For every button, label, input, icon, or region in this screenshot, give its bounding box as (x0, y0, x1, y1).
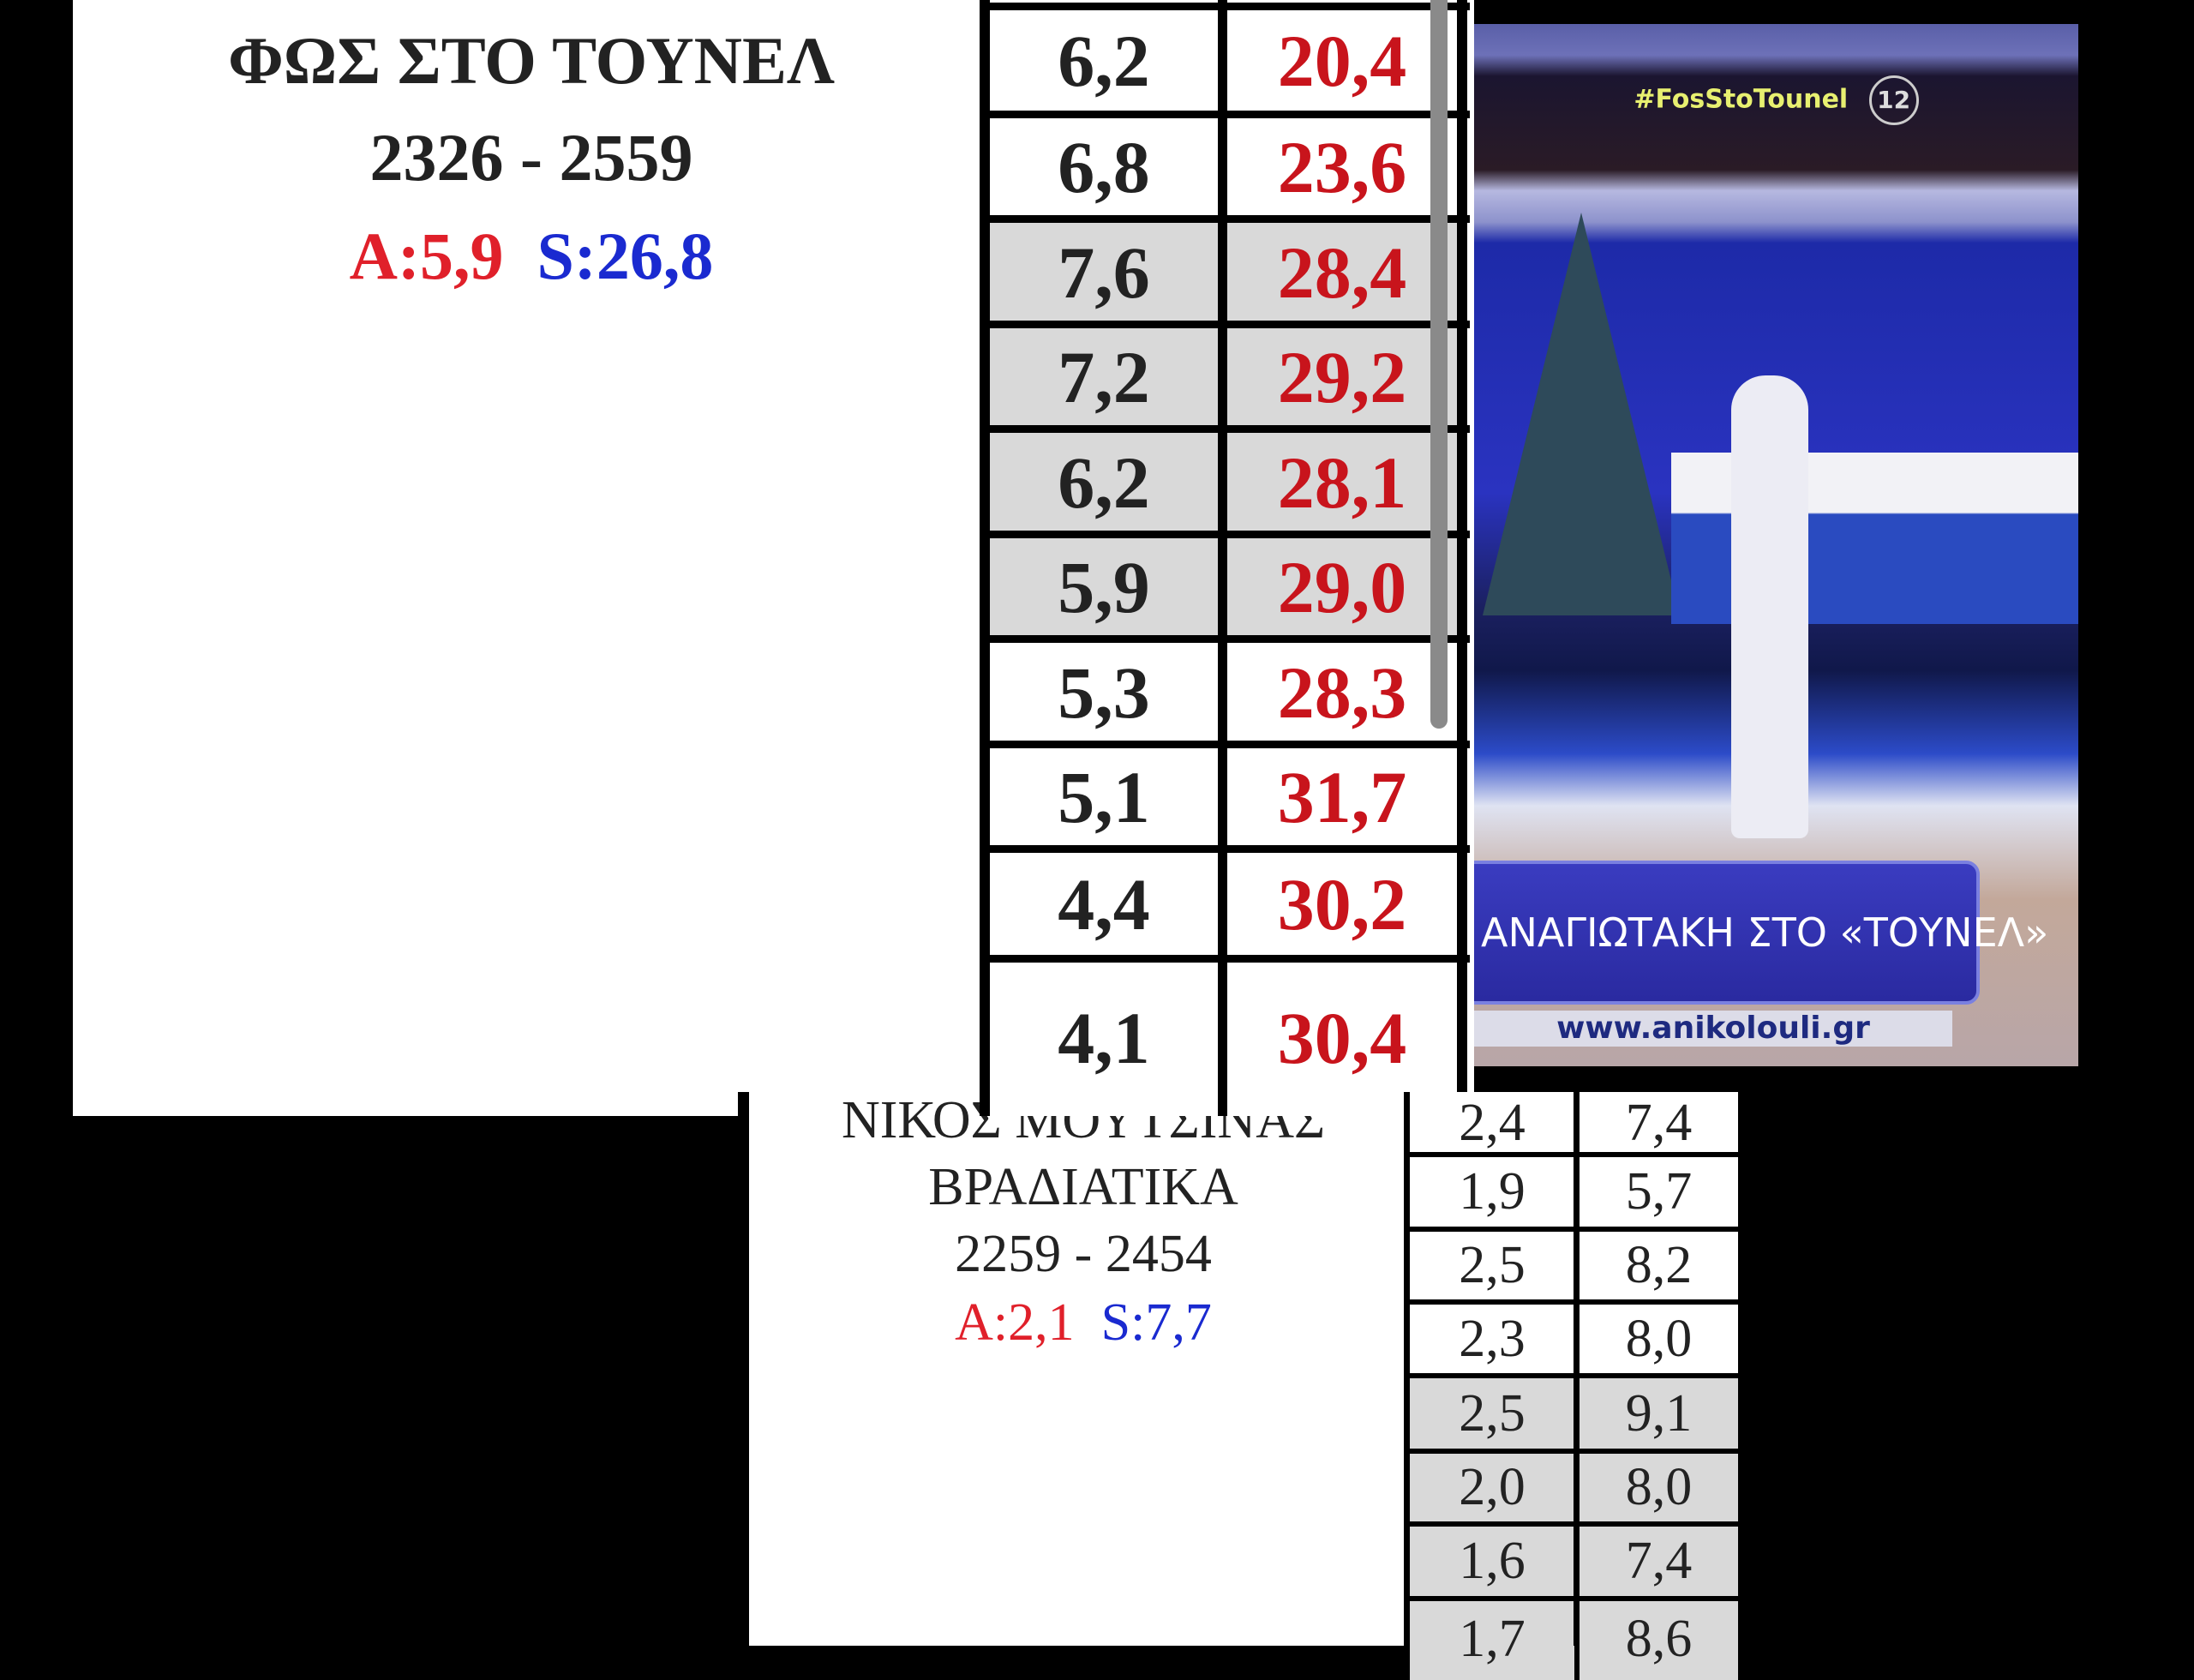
s-average: S:7,7 (1100, 1293, 1212, 1352)
bottom-row-s-cell: 7,4 (1580, 1524, 1738, 1599)
left-border-line (738, 1092, 749, 1646)
top-row-a-cell: 5,9 (990, 535, 1218, 639)
averages: A:5,9 S:26,8 (73, 223, 990, 290)
top-row-s-cell: 29,0 (1227, 535, 1457, 639)
a-average: A:5,9 (349, 219, 504, 293)
column-divider (1574, 1092, 1580, 1646)
row-divider (1404, 1373, 1738, 1378)
show-title-line2: ΒΡΑΔΙΑΤΙΚΑ (928, 1158, 1238, 1216)
row-divider (1404, 1227, 1738, 1232)
top-row-s-cell: 28,4 (1227, 219, 1457, 325)
top-row-a-cell: 4,4 (990, 849, 1218, 959)
tv-screenshot: #FosStoTounel 12 ΑΝΑΓΙΩΤΑΚΗ ΣΤΟ «ΤΟΥΝΕΛ»… (1474, 24, 2078, 1066)
website-url: www.anikolouli.gr (1556, 1011, 1870, 1046)
top-row-a-cell: 6,2 (990, 7, 1218, 115)
top-row-s-cell: 30,2 (1227, 849, 1457, 959)
row-divider (1404, 1449, 1738, 1454)
bottom-row-a-cell: 2,3 (1410, 1302, 1574, 1376)
bottom-row-a-cell: 1,9 (1410, 1155, 1574, 1229)
christmas-tree (1483, 213, 1680, 615)
column-divider (980, 0, 990, 1116)
scrollbar-thumb[interactable] (1430, 0, 1448, 729)
top-row-a-cell: 5,3 (990, 639, 1218, 745)
lower-third-caption: ΑΝΑΓΙΩΤΑΚΗ ΣΤΟ «ΤΟΥΝΕΛ» (1481, 909, 2049, 956)
top-row-s-cell: 28,1 (1227, 429, 1457, 535)
top-row-s-cell: 30,4 (1227, 959, 1457, 1116)
top-row-a-cell: 6,2 (990, 429, 1218, 535)
bottom-row-s-cell: 8,0 (1580, 1451, 1738, 1524)
bottom-row-a-cell: 1,6 (1410, 1524, 1574, 1599)
top-row-s-cell: 23,6 (1227, 115, 1457, 219)
top-row-a-cell: 7,6 (990, 219, 1218, 325)
bottom-row-a-cell: 1,7 (1410, 1599, 1574, 1680)
row-divider (1404, 1152, 1738, 1157)
top-row-a-cell: 7,2 (990, 325, 1218, 429)
bottom-row-a-cell: 2,5 (1410, 1229, 1574, 1302)
row-divider (1404, 1299, 1738, 1305)
averages: A:2,1 S:7,7 (749, 1296, 1418, 1349)
column-divider (1404, 1092, 1410, 1646)
top-row-s-cell: 28,3 (1227, 639, 1457, 745)
row-divider (1404, 1521, 1738, 1527)
a-average: A:2,1 (955, 1293, 1075, 1352)
time-range: 2326 - 2559 (369, 120, 693, 195)
top-row-a-cell: 6,8 (990, 115, 1218, 219)
top-row-a-cell: 4,1 (990, 959, 1218, 1116)
bottom-row-s-cell: 7,4 (1580, 1092, 1738, 1155)
hashtag: #FosStoTounel (1634, 84, 1849, 115)
bottom-row-a-cell: 2,5 (1410, 1376, 1574, 1451)
column-divider (1218, 0, 1227, 1116)
row-divider (1404, 1596, 1738, 1601)
top-row-a-cell: 5,1 (990, 745, 1218, 849)
show-title: ΦΩΣ ΣΤΟ ΤΟΥΝΕΛ (228, 23, 835, 98)
bottom-row-s-cell: 8,0 (1580, 1302, 1738, 1376)
bottom-row-s-cell: 5,7 (1580, 1155, 1738, 1229)
presenter-figure (1731, 375, 1808, 838)
top-row-s-cell: 31,7 (1227, 745, 1457, 849)
column-divider (1457, 0, 1467, 1116)
bottom-row-s-cell: 8,2 (1580, 1229, 1738, 1302)
top-row-s-cell: 29,2 (1227, 325, 1457, 429)
bottom-row-a-cell: 2,0 (1410, 1451, 1574, 1524)
s-average: S:26,8 (537, 219, 714, 293)
time-range: 2259 - 2454 (955, 1225, 1212, 1283)
top-row-s-cell: 20,4 (1227, 7, 1457, 115)
bottom-row-s-cell: 9,1 (1580, 1376, 1738, 1451)
bottom-row-a-cell: 2,4 (1410, 1092, 1574, 1155)
channel-logo: 12 (1868, 75, 1919, 125)
bottom-row-s-cell: 8,6 (1580, 1599, 1738, 1680)
